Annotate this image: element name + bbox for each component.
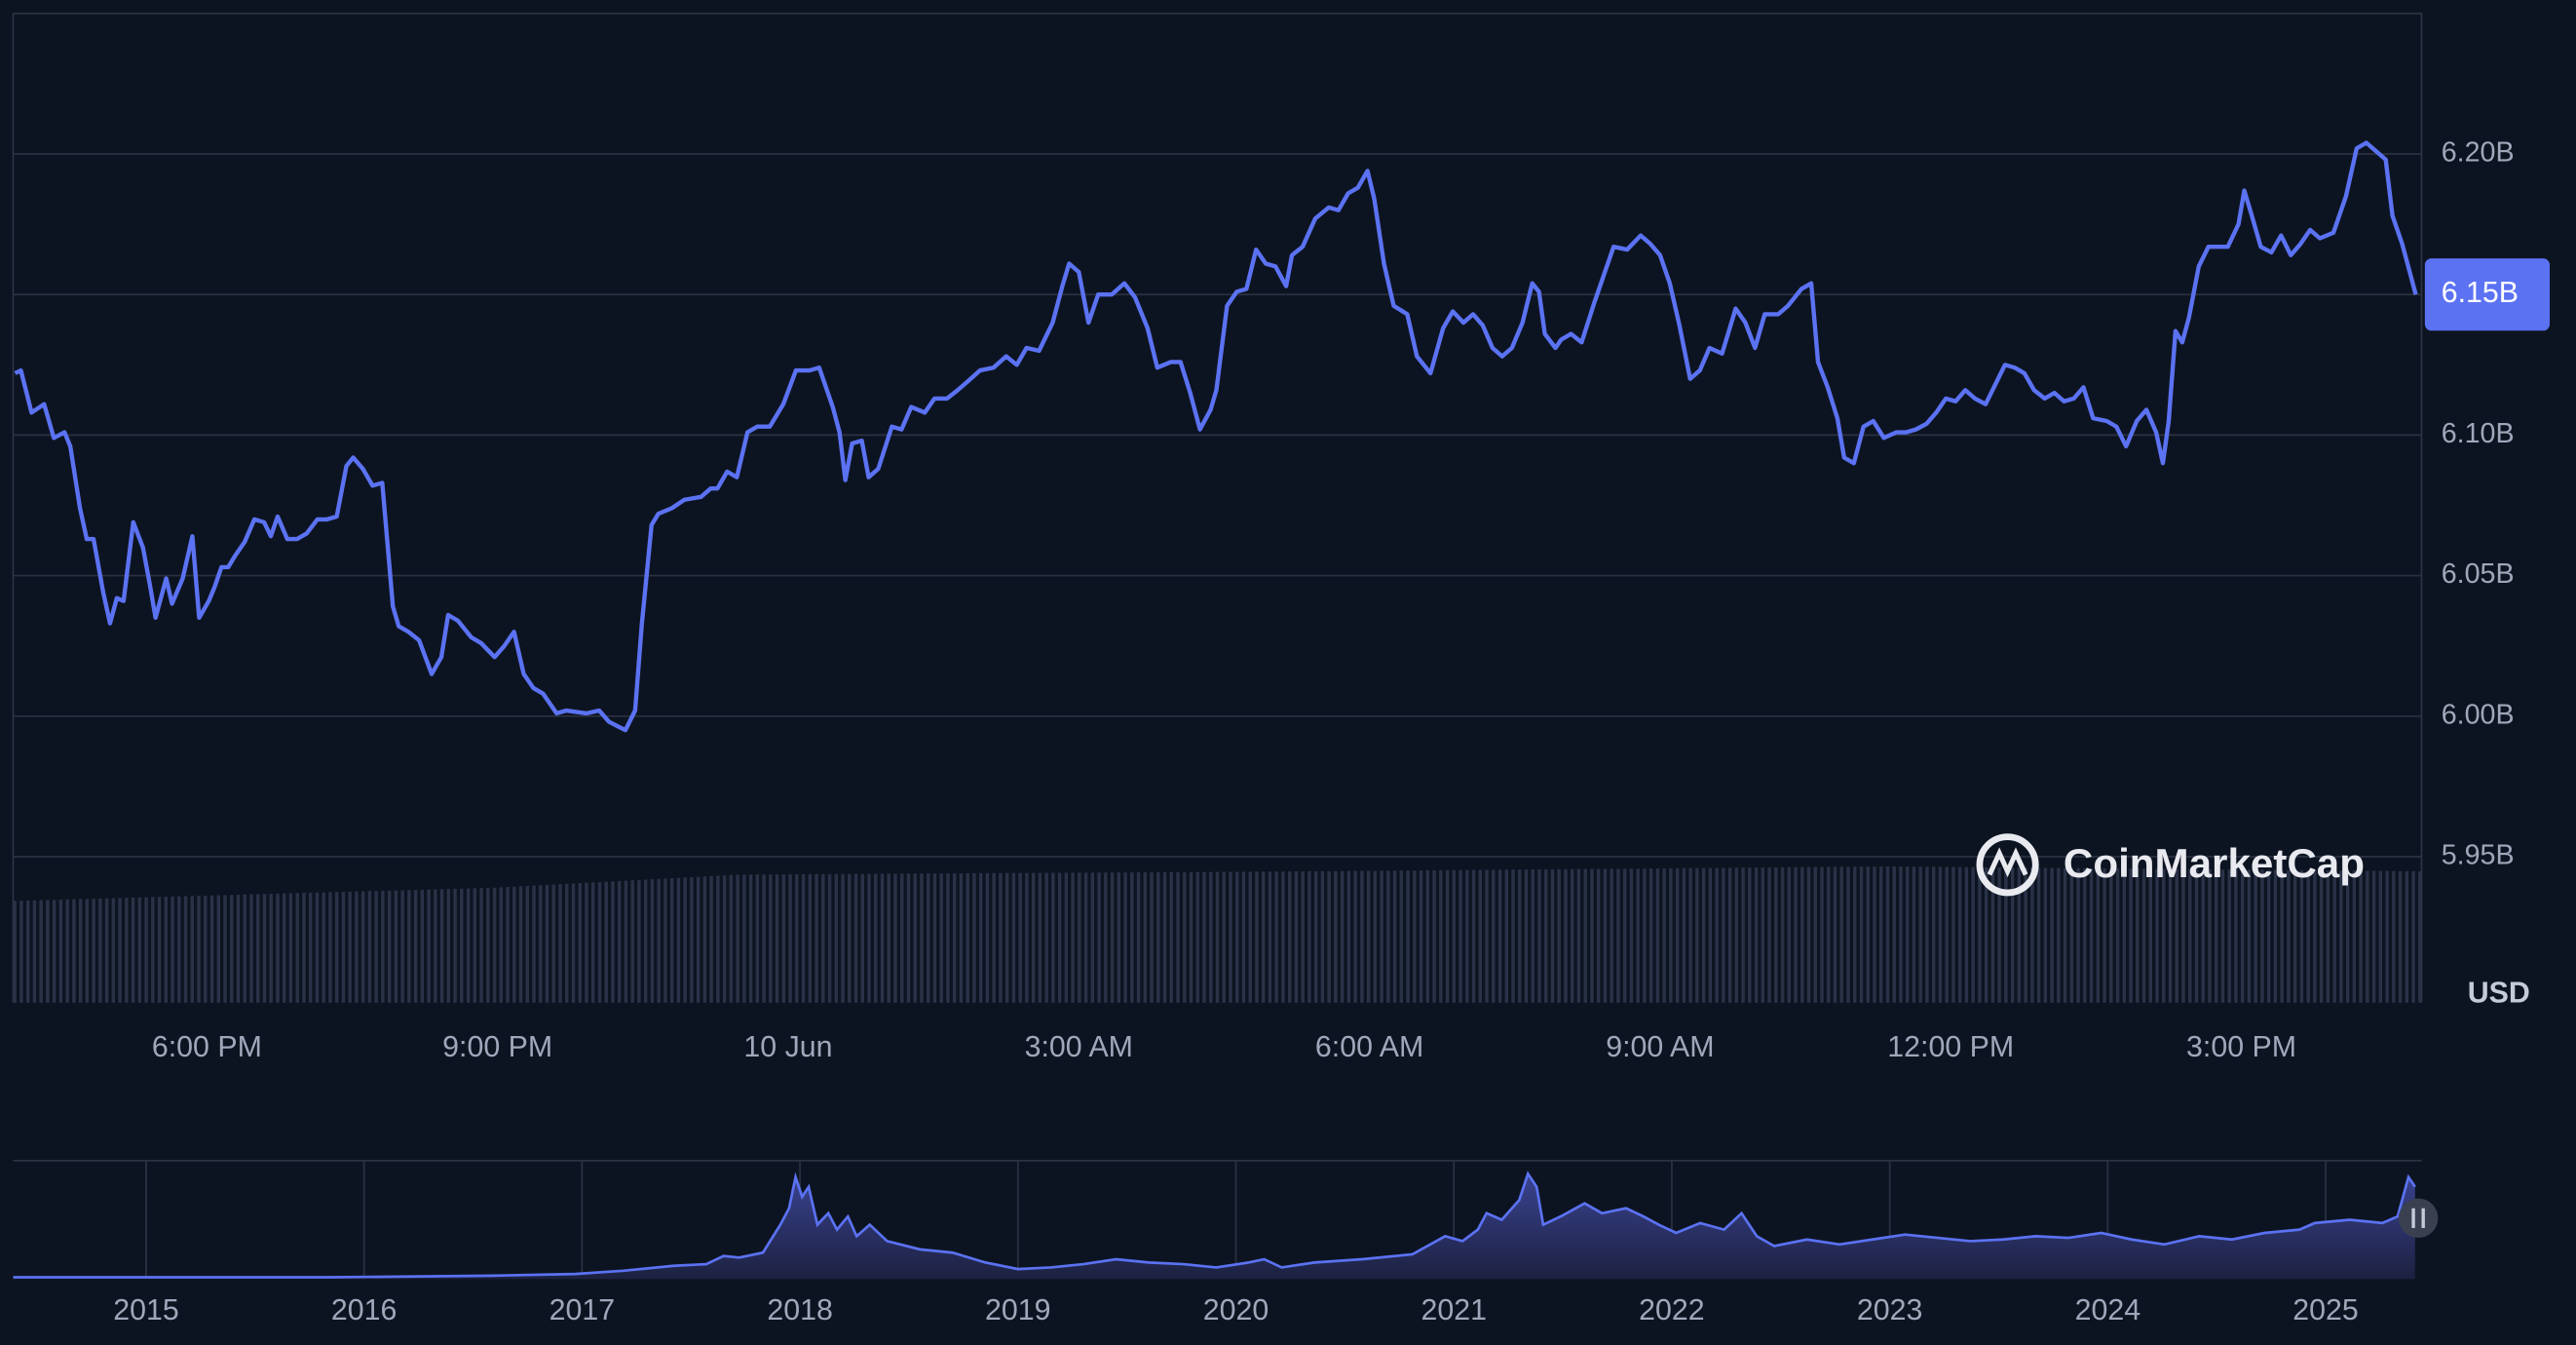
handle[interactable] bbox=[2398, 1198, 2439, 1239]
price-line bbox=[14, 140, 2418, 733]
watermark-text: CoinMarketCap bbox=[2064, 840, 2365, 886]
y-tick-label: 6.00B bbox=[2442, 699, 2515, 730]
y-tick-label: 6.05B bbox=[2442, 558, 2515, 590]
handle-grip bbox=[2411, 1208, 2415, 1228]
x-tick-label: 2022 bbox=[1639, 1294, 1705, 1326]
y-tick-label: 6.20B bbox=[2442, 137, 2515, 169]
logo-icon bbox=[1976, 833, 2039, 897]
x-tick-label: 6:00 AM bbox=[1315, 1031, 1423, 1063]
x-tick-label: 10 Jun bbox=[743, 1031, 832, 1063]
x-tick-label: 2016 bbox=[331, 1294, 398, 1326]
area-line bbox=[13, 1171, 2416, 1279]
x-tick-label: 2023 bbox=[1857, 1294, 1923, 1326]
navigator-handle[interactable] bbox=[2398, 1198, 2439, 1239]
x-tick-label: 3:00 AM bbox=[1025, 1031, 1133, 1063]
navigator: 2015 2016 2017 2018 2019 2020 2021 2022 2023 2024… bbox=[13, 1160, 2416, 1326]
x-tick-label: 6:00 PM bbox=[152, 1031, 262, 1063]
volume-bars bbox=[13, 865, 2422, 1003]
watermark: CoinMarketCap bbox=[1976, 833, 2365, 897]
x-tick-label: 3:00 PM bbox=[2186, 1031, 2296, 1063]
x-tick-label: 9:00 PM bbox=[442, 1031, 552, 1063]
x-tick-label: 2020 bbox=[1203, 1294, 1269, 1326]
x-tick-label: 2018 bbox=[767, 1294, 833, 1326]
x-tick-label: 2024 bbox=[2075, 1294, 2141, 1326]
handle-grip bbox=[2421, 1208, 2425, 1228]
current-value-label: 6.15B bbox=[2442, 277, 2519, 309]
x-tick-label: 12:00 PM bbox=[1887, 1031, 2014, 1063]
area-fill bbox=[13, 1173, 2415, 1280]
x-tick-label: 2021 bbox=[1421, 1294, 1487, 1326]
current-value-badge bbox=[2424, 258, 2551, 331]
logo-icon bbox=[1987, 847, 2028, 878]
x-tick-label: 2017 bbox=[549, 1294, 616, 1326]
x-tick-label: 2019 bbox=[985, 1294, 1051, 1326]
y-tick-label: 5.95B bbox=[2442, 840, 2515, 871]
x-tick-label: 2015 bbox=[113, 1294, 179, 1326]
x-tick-label: 9:00 AM bbox=[1606, 1031, 1714, 1063]
x-tick-label: 2025 bbox=[2292, 1294, 2359, 1326]
y-axis-label: USD bbox=[2468, 978, 2530, 1010]
main-plot: 5.95B 6.00B 6.05B 6.10B 6.15B 6.20B 6:00 PM 9:0… bbox=[13, 137, 2551, 1063]
y-tick-label: 6.10B bbox=[2442, 418, 2515, 449]
